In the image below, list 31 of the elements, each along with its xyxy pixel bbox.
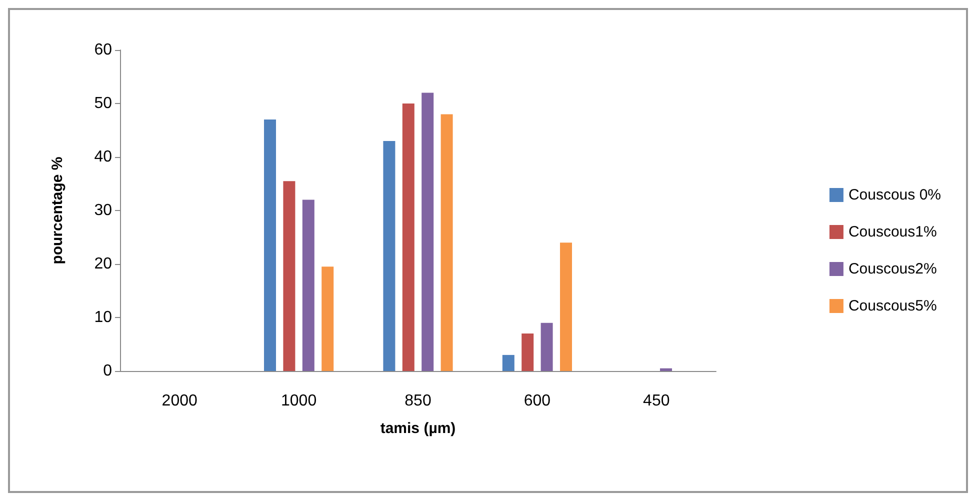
x-tick-label: 850 <box>404 392 432 410</box>
bar <box>383 140 396 371</box>
bar <box>422 92 434 371</box>
y-tick-label: 50 <box>94 95 112 112</box>
x-axis-title: tamis (µm) <box>380 420 456 437</box>
x-tick-label: 1000 <box>281 392 317 410</box>
y-tick-label: 30 <box>94 202 112 219</box>
legend-label: Couscous1% <box>848 224 937 240</box>
x-tick-label: 450 <box>643 392 670 410</box>
y-tick-label: 40 <box>94 148 112 166</box>
bar <box>660 368 672 371</box>
legend-label: Couscous5% <box>848 298 937 314</box>
bar <box>402 104 414 371</box>
y-tick-label: 10 <box>94 309 112 326</box>
legend-label: Couscous 0% <box>848 186 942 204</box>
bar <box>560 242 572 371</box>
bar <box>540 322 553 371</box>
bar <box>322 266 334 371</box>
y-tick-label: 60 <box>94 42 112 58</box>
x-tick-label: 600 <box>524 392 551 410</box>
bar <box>264 120 276 371</box>
bar <box>283 181 296 371</box>
bar <box>522 334 534 371</box>
bar <box>440 114 453 371</box>
legend-label: Couscous2% <box>848 260 937 278</box>
y-axis-title: pourcentage % <box>49 156 66 264</box>
bar <box>302 200 314 371</box>
bar <box>502 354 514 371</box>
y-tick-label: 0 <box>103 362 112 380</box>
x-tick-label: 2000 <box>162 392 198 410</box>
y-tick-label: 20 <box>94 256 112 272</box>
